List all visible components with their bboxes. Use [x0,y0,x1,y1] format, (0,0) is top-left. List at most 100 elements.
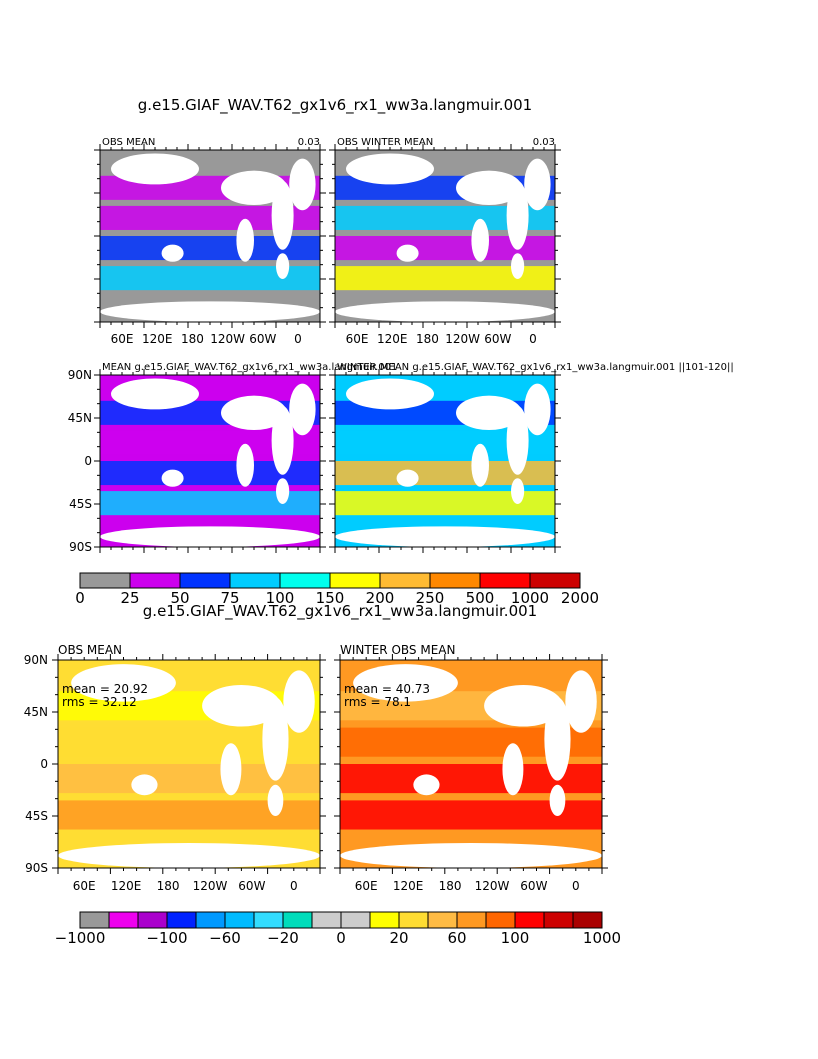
map-land [510,478,525,504]
colorbar-box [427,911,458,929]
lon-label: 60E [346,332,369,346]
map-land [220,743,242,796]
lat-label: 45S [25,809,48,823]
colorbar-box [224,911,255,929]
colorbar-box [572,911,603,929]
map-land [236,443,254,487]
map-land [335,526,555,547]
panel-stat: mean = 40.73 [344,682,430,696]
lon-label: 120E [393,879,424,893]
lat-label: 90N [24,653,48,667]
colorbar-box [529,572,581,589]
lat-label: 0 [40,757,48,771]
map-land [271,405,294,475]
map-land [346,153,434,185]
map-land [524,383,551,436]
figure-title: g.e15.GIAF_WAV.T62_gx1v6_rx1_ww3a.langmu… [138,96,532,115]
panel-stat: mean = 20.92 [62,682,148,696]
lon-label: 0 [294,332,302,346]
colorbar-label: 2000 [561,589,599,607]
lon-label: 0 [290,879,298,893]
lon-label: 0 [529,332,537,346]
colorbar-label: 100 [501,929,530,947]
panel-label: WINTER MEAN g.e15.GIAF_WAV.T62_gx1v6_rx1… [337,362,734,373]
map-land [161,244,184,262]
map-land [267,784,284,817]
colorbar-box [379,572,431,589]
map-land [131,774,158,796]
colorbar-box [369,911,400,929]
lon-label: 120W [210,332,245,346]
lat-label: 90S [69,540,92,554]
panel-label: OBS MEAN [102,137,155,148]
map-land [236,218,254,262]
map-land [502,743,524,796]
colorbar-box [108,911,139,929]
map-land [565,670,597,733]
colorbar-box [398,911,429,929]
colorbar-label: 150 [316,589,345,607]
lat-label: 90S [25,861,48,875]
colorbar-label: 60 [447,929,466,947]
map-land [276,253,290,279]
colorbar-box [79,572,131,589]
lon-label: 180 [439,879,462,893]
panel-stat: rms = 78.1 [344,695,411,709]
colorbar-label: 1000 [583,929,621,947]
lon-label: 180 [157,879,180,893]
colorbar-box [129,572,181,589]
map-land [346,378,434,410]
map-land [289,383,316,436]
map-land [202,684,281,727]
colorbar-box [79,911,110,929]
lon-label: 180 [181,332,204,346]
map-land [413,774,440,796]
map-land [396,244,419,262]
map-land [506,180,529,250]
colorbar-label: 1000 [511,589,549,607]
colorbar-label: 500 [466,589,495,607]
lon-label: 120E [111,879,142,893]
colorbar-box [253,911,284,929]
map-land [353,664,458,702]
map-land [71,664,176,702]
map-land [221,395,287,431]
map-land [549,784,566,817]
map-land [456,395,522,431]
panel-label: 0.03 [533,137,555,148]
map-land [283,670,315,733]
colorbar-label: 100 [266,589,295,607]
map-land [100,301,320,322]
colorbar-box [311,911,342,929]
colorbar-box [282,911,313,929]
lat-label: 90N [68,368,92,382]
colorbar-label: 20 [389,929,408,947]
colorbar-label: 0 [75,589,85,607]
map-land [471,443,490,487]
colorbar-box [195,911,226,929]
map-land [484,684,563,727]
lon-label: 60E [111,332,134,346]
map-land [506,405,529,475]
map-land [396,469,419,487]
colorbar-label: 200 [366,589,395,607]
lon-label: 0 [572,879,580,893]
colorbar-box [485,911,516,929]
colorbar-label: 25 [120,589,139,607]
panel-label: OBS WINTER MEAN [337,137,433,148]
colorbar-label: 50 [170,589,189,607]
lon-label: 120E [377,332,408,346]
map-land [340,843,602,869]
colorbar-box [179,572,231,589]
lon-label: 60E [73,879,96,893]
map-land [111,378,199,410]
map-land [271,180,294,250]
lon-label: 120W [193,879,228,893]
map-land [289,158,316,211]
panel-label: WINTER OBS MEAN [340,643,455,657]
lon-label: 120E [142,332,173,346]
lon-label: 60W [249,332,276,346]
lat-label: 45S [69,497,92,511]
lat-label: 0 [84,454,92,468]
colorbar-label: −20 [267,929,299,947]
